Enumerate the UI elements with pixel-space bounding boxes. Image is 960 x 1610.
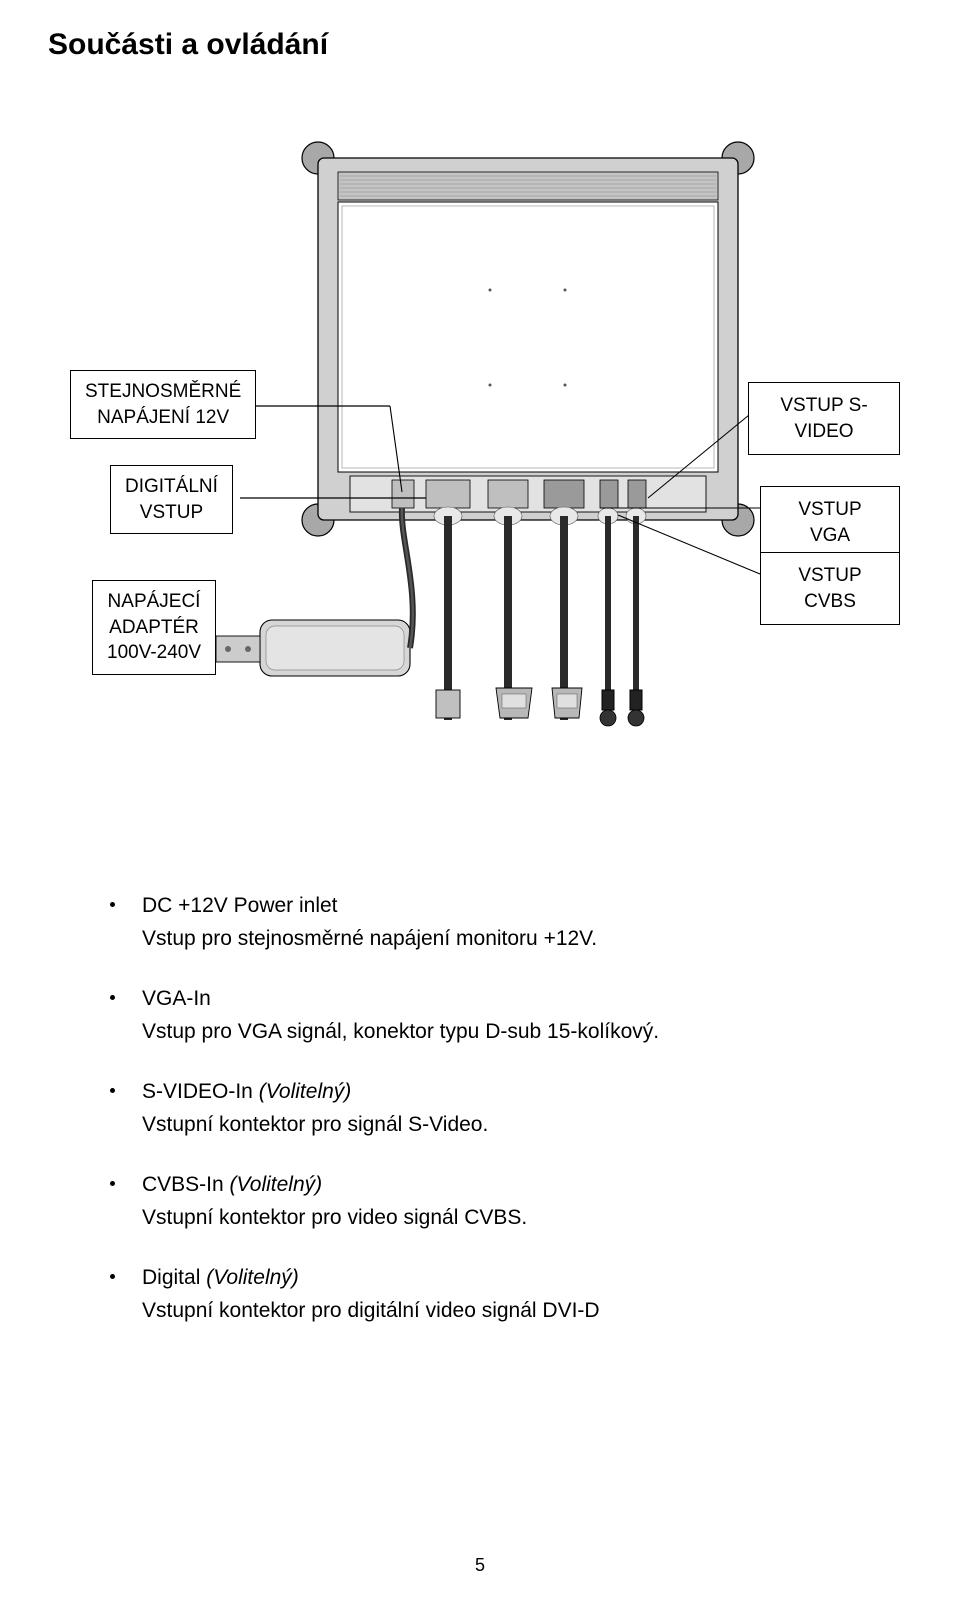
bullet-item: CVBS-In (Volitelný) Vstupní kontektor pr… bbox=[90, 1169, 890, 1234]
bullet-head: CVBS-In (Volitelný) bbox=[142, 1169, 890, 1202]
bullet-head: Digital (Volitelný) bbox=[142, 1262, 890, 1295]
bullet-list: DC +12V Power inlet Vstup pro stejnosměr… bbox=[90, 890, 890, 1355]
bullet-head-italic: (Volitelný) bbox=[230, 1173, 323, 1196]
bullet-dot-icon bbox=[110, 1088, 115, 1093]
page-number: 5 bbox=[475, 1555, 485, 1576]
page-title: Součásti a ovládání bbox=[48, 28, 328, 62]
label-cvbs: VSTUP CVBS bbox=[760, 552, 900, 625]
label-vga: VSTUP VGA bbox=[760, 486, 900, 559]
label-adapter: NAPÁJECÍ ADAPTÉR 100V-240V bbox=[92, 580, 216, 675]
label-digital: DIGITÁLNÍ VSTUP bbox=[110, 465, 233, 534]
bullet-body: Vstupní kontektor pro signál S-Video. bbox=[142, 1109, 890, 1142]
bullet-item: DC +12V Power inlet Vstup pro stejnosměr… bbox=[90, 890, 890, 955]
label-svideo-text: VSTUP S-VIDEO bbox=[780, 395, 867, 442]
label-digital-l2: VSTUP bbox=[140, 502, 203, 523]
label-adapter-l1: NAPÁJECÍ bbox=[108, 591, 201, 612]
bullet-head: DC +12V Power inlet bbox=[142, 890, 890, 923]
label-dc-power-l1: STEJNOSMĚRNÉ bbox=[85, 381, 241, 402]
label-dc-power-l2: NAPÁJENÍ 12V bbox=[97, 407, 229, 428]
bullet-dot-icon bbox=[110, 902, 115, 907]
bullet-dot-icon bbox=[110, 995, 115, 1000]
bullet-dot-icon bbox=[110, 1181, 115, 1186]
bullet-head-italic: (Volitelný) bbox=[259, 1080, 352, 1103]
bullet-head-text: CVBS-In bbox=[142, 1173, 224, 1196]
label-adapter-l2: ADAPTÉR bbox=[109, 617, 199, 638]
bullet-head-text: Digital bbox=[142, 1266, 200, 1289]
bullet-item: VGA-In Vstup pro VGA signál, konektor ty… bbox=[90, 983, 890, 1048]
bullet-item: S-VIDEO-In (Volitelný) Vstupní kontektor… bbox=[90, 1076, 890, 1141]
bullet-body: Vstupní kontektor pro digitální video si… bbox=[142, 1295, 890, 1328]
bullet-body: Vstupní kontektor pro video signál CVBS. bbox=[142, 1202, 890, 1235]
label-svideo: VSTUP S-VIDEO bbox=[748, 382, 900, 455]
bullet-head: S-VIDEO-In (Volitelný) bbox=[142, 1076, 890, 1109]
label-digital-l1: DIGITÁLNÍ bbox=[125, 476, 218, 497]
label-adapter-l3: 100V-240V bbox=[107, 642, 201, 663]
label-vga-text: VSTUP VGA bbox=[798, 499, 861, 546]
bullet-dot-icon bbox=[110, 1274, 115, 1279]
label-dc-power: STEJNOSMĚRNÉ NAPÁJENÍ 12V bbox=[70, 370, 256, 439]
bullet-body: Vstup pro stejnosměrné napájení monitoru… bbox=[142, 923, 890, 956]
bullet-head-italic: (Volitelný) bbox=[206, 1266, 299, 1289]
bullet-item: Digital (Volitelný) Vstupní kontektor pr… bbox=[90, 1262, 890, 1327]
bullet-body: Vstup pro VGA signál, konektor typu D-su… bbox=[142, 1016, 890, 1049]
bullet-head-text: S-VIDEO-In bbox=[142, 1080, 253, 1103]
bullet-head: VGA-In bbox=[142, 983, 890, 1016]
label-cvbs-text: VSTUP CVBS bbox=[798, 565, 861, 612]
connection-diagram: STEJNOSMĚRNÉ NAPÁJENÍ 12V DIGITÁLNÍ VSTU… bbox=[60, 120, 900, 840]
